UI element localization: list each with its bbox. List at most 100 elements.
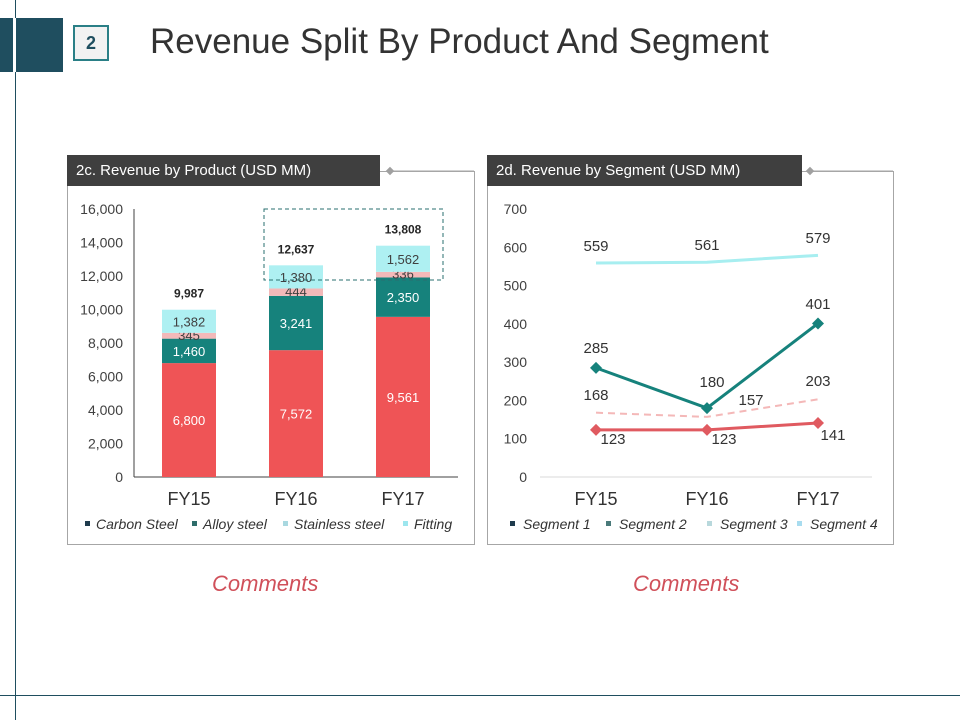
diamond-marker-icon xyxy=(812,417,824,430)
bar-segment-alloy-steel xyxy=(376,277,430,317)
bar-value-label: 6,800 xyxy=(173,413,206,428)
y-tick-label: 400 xyxy=(504,316,528,332)
y-tick-label: 600 xyxy=(504,239,528,255)
bar-segment-carbon-steel xyxy=(162,363,216,477)
x-category-label: FY16 xyxy=(274,489,317,509)
left-rule-line xyxy=(15,0,16,720)
series-line-segment-2 xyxy=(595,322,819,410)
legend-marker-icon xyxy=(707,521,712,526)
x-category-label: FY16 xyxy=(685,489,728,509)
bar-segment-fitting xyxy=(376,245,430,272)
bar-value-label: 3,241 xyxy=(280,316,313,331)
bar-value-label: 7,572 xyxy=(280,407,313,422)
legend-label: Segment 4 xyxy=(810,516,878,532)
product-comments-label[interactable]: Comments xyxy=(212,571,319,596)
title-accent-block xyxy=(0,18,63,72)
diamond-marker-icon xyxy=(701,423,713,436)
line-value-label: 123 xyxy=(711,431,736,448)
bar-total-label: 9,987 xyxy=(174,287,204,301)
bar-total-label: 12,637 xyxy=(278,242,315,256)
legend-label: Segment 2 xyxy=(619,516,687,532)
legend-label: Segment 1 xyxy=(523,516,591,532)
y-tick-label: 700 xyxy=(504,201,528,217)
legend-label: Alloy steel xyxy=(202,516,268,532)
diamond-marker-icon xyxy=(812,317,824,330)
slide-number-badge: 2 xyxy=(73,25,109,61)
accent-gap xyxy=(13,18,16,72)
bar-value-label: 1,562 xyxy=(387,252,420,267)
y-tick-label: 0 xyxy=(519,469,527,485)
legend-marker-icon xyxy=(403,521,408,526)
legend-label: Carbon Steel xyxy=(96,516,179,532)
x-category-label: FY17 xyxy=(796,489,839,509)
y-tick-label: 0 xyxy=(115,469,123,485)
y-tick-label: 200 xyxy=(504,392,528,408)
line-value-label: 559 xyxy=(583,238,608,255)
legend-marker-icon xyxy=(797,521,802,526)
bar-value-label: 9,561 xyxy=(387,390,420,405)
left-connector-dot-icon xyxy=(385,166,395,176)
page-title: Revenue Split By Product And Segment xyxy=(150,22,769,61)
bar-value-label: 2,350 xyxy=(387,290,420,305)
segment-comments-label[interactable]: Comments xyxy=(633,571,740,596)
y-tick-label: 300 xyxy=(504,354,528,370)
line-value-label: 123 xyxy=(600,431,625,448)
legend-marker-icon xyxy=(192,521,197,526)
product-bar-chart: 0 2,000 4,000 6,000 8,000 10,000 12,000 14,000 1… xyxy=(80,201,458,532)
bar-segment-carbon-steel xyxy=(376,316,430,477)
x-category-label: FY15 xyxy=(574,489,617,509)
diamond-marker-icon xyxy=(590,423,602,436)
line-value-label: 141 xyxy=(820,427,845,444)
line-value-label: 561 xyxy=(694,237,719,254)
y-tick-label: 4,000 xyxy=(88,402,123,418)
line-value-label: 285 xyxy=(583,340,608,357)
bar-value-label: 1,380 xyxy=(280,270,313,285)
segment-line-chart: 0 100 200 300 400 500 600 700 FY15 FY16 FY17 123 123… xyxy=(504,201,878,532)
legend-label: Stainless steel xyxy=(294,516,385,532)
bar-segment-fitting xyxy=(269,265,323,289)
series-line-segment-4 xyxy=(595,253,819,265)
line-value-label: 579 xyxy=(805,230,830,247)
legend-label: Fitting xyxy=(414,516,452,532)
segment-chart-header: 2d. Revenue by Segment (USD MM) xyxy=(487,155,802,186)
series-line-segment-3 xyxy=(595,398,819,418)
bar-value-label: 1,382 xyxy=(173,314,206,329)
y-tick-label: 500 xyxy=(504,278,528,294)
bar-total-label: 13,808 xyxy=(385,223,422,237)
line-value-label: 157 xyxy=(738,392,763,409)
y-tick-label: 10,000 xyxy=(80,302,123,318)
diamond-marker-icon xyxy=(590,361,602,374)
y-tick-label: 100 xyxy=(504,431,528,447)
bar-segment-fitting xyxy=(162,309,216,333)
bar-segment-alloy-steel xyxy=(269,295,323,351)
x-category-label: FY15 xyxy=(167,489,210,509)
y-tick-label: 14,000 xyxy=(80,235,123,251)
line-value-label: 168 xyxy=(583,387,608,404)
x-category-label: FY17 xyxy=(381,489,424,509)
legend-marker-icon xyxy=(85,521,90,526)
bar-segment-carbon-steel xyxy=(269,350,323,477)
footer-rule-line xyxy=(0,695,960,696)
y-tick-label: 2,000 xyxy=(88,436,123,452)
bar-segment-stainless-steel xyxy=(269,288,323,296)
legend-marker-icon xyxy=(606,521,611,526)
diamond-marker-icon xyxy=(701,402,713,415)
bar-value-label: 1,460 xyxy=(173,344,206,359)
line-value-label: 203 xyxy=(805,373,830,390)
bar-segment-stainless-steel xyxy=(162,332,216,339)
line-value-label: 180 xyxy=(699,374,724,391)
y-tick-label: 6,000 xyxy=(88,369,123,385)
legend-marker-icon xyxy=(510,521,515,526)
y-tick-label: 8,000 xyxy=(88,335,123,351)
right-connector-dot-icon xyxy=(805,166,815,176)
bar-segment-alloy-steel xyxy=(162,338,216,364)
line-value-label: 401 xyxy=(805,296,830,313)
product-chart-header: 2c. Revenue by Product (USD MM) xyxy=(67,155,380,186)
highlight-dashed-box xyxy=(263,208,444,281)
y-tick-label: 12,000 xyxy=(80,268,123,284)
bar-segment-stainless-steel xyxy=(376,271,430,278)
legend-label: Segment 3 xyxy=(720,516,788,532)
y-tick-label: 16,000 xyxy=(80,201,123,217)
legend-marker-icon xyxy=(283,521,288,526)
